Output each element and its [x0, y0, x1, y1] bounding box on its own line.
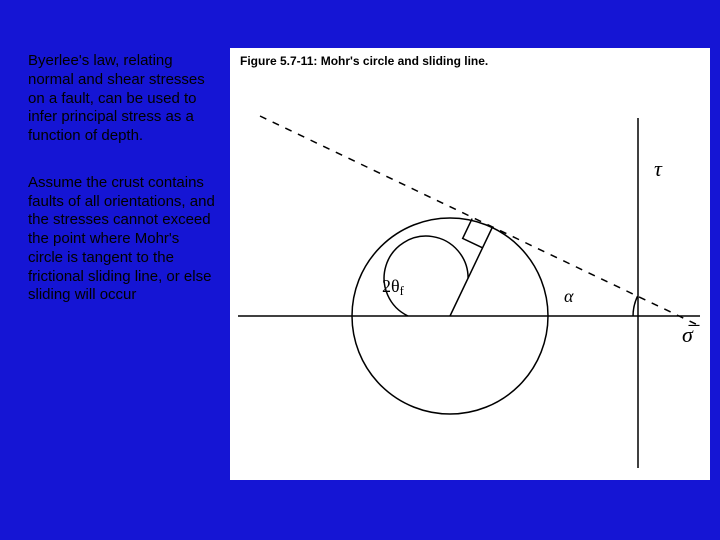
sigma-axis-label: σ̅ — [682, 322, 693, 348]
text-column: Byerlee's law, relating normal and shear… — [28, 52, 218, 333]
figure-panel: Figure 5.7-11: Mohr's circle and sliding… — [230, 48, 710, 480]
paragraph-1: Byerlee's law, relating normal and shear… — [28, 52, 218, 146]
alpha-label: α — [564, 286, 573, 307]
tau-axis-label: τ — [654, 156, 662, 182]
svg-text:2θf: 2θf — [382, 276, 405, 298]
mohr-circle-diagram: 2θf — [230, 48, 710, 480]
paragraph-2: Assume the crust contains faults of all … — [28, 174, 218, 305]
